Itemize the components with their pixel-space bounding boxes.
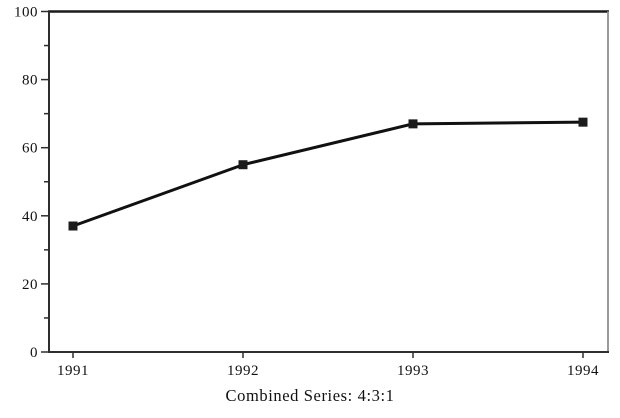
y-tick-label: 0 bbox=[30, 345, 38, 361]
line-chart: 0 20 40 60 80 100 1991 1992 1993 1994 bbox=[14, 5, 609, 379]
x-tick-label: 1993 bbox=[397, 363, 429, 379]
y-tick-label: 40 bbox=[22, 209, 38, 225]
y-tick-label: 20 bbox=[22, 277, 38, 293]
x-tick-label: 1992 bbox=[227, 363, 259, 379]
x-tick-label: 1994 bbox=[567, 363, 599, 379]
y-tick-label: 100 bbox=[14, 5, 38, 21]
series-line bbox=[72, 120, 584, 228]
x-tick-label: 1991 bbox=[57, 363, 89, 379]
data-point-marker bbox=[238, 160, 248, 170]
data-point-marker bbox=[408, 119, 418, 129]
y-tick-label: 80 bbox=[22, 73, 38, 89]
chart-title: Combined Series: 4:3:1 bbox=[225, 386, 395, 405]
data-point-marker bbox=[578, 117, 588, 127]
y-tick-label: 60 bbox=[22, 141, 38, 157]
data-point-marker bbox=[68, 221, 78, 231]
